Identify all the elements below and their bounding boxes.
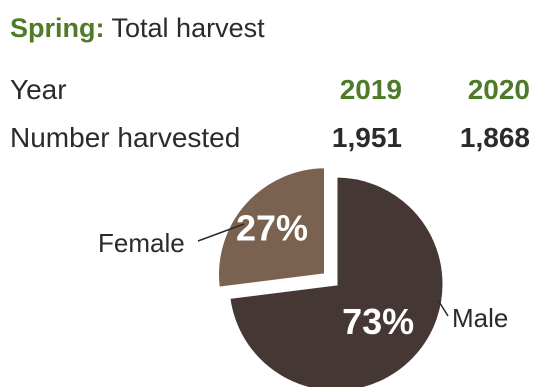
year-row-label: Year <box>10 74 67 105</box>
year-row: Year 2019 2020 <box>10 70 530 110</box>
chart-title: Spring: Total harvest <box>10 8 265 48</box>
season-label: Spring: <box>10 13 105 43</box>
leader-line-female <box>197 223 245 242</box>
leader-line-male <box>437 299 449 317</box>
harvest-2020: 1,868 <box>459 122 530 153</box>
year-2019: 2019 <box>339 74 402 105</box>
pie-value-label-male: 73% <box>342 301 414 342</box>
harvest-row: Number harvested 1,951 1,868 <box>10 118 530 158</box>
pie-category-label-male: Male <box>452 303 508 333</box>
harvest-row-label: Number harvested <box>10 122 241 153</box>
title-text: Total harvest <box>111 13 265 43</box>
pie-value-label-female: 27% <box>236 208 308 249</box>
pie-category-label-female: Female <box>98 228 185 258</box>
pie-slice-female <box>216 165 327 290</box>
year-2020: 2020 <box>467 74 530 105</box>
pie-slice-male <box>227 174 446 387</box>
harvest-2019: 1,951 <box>331 122 402 153</box>
